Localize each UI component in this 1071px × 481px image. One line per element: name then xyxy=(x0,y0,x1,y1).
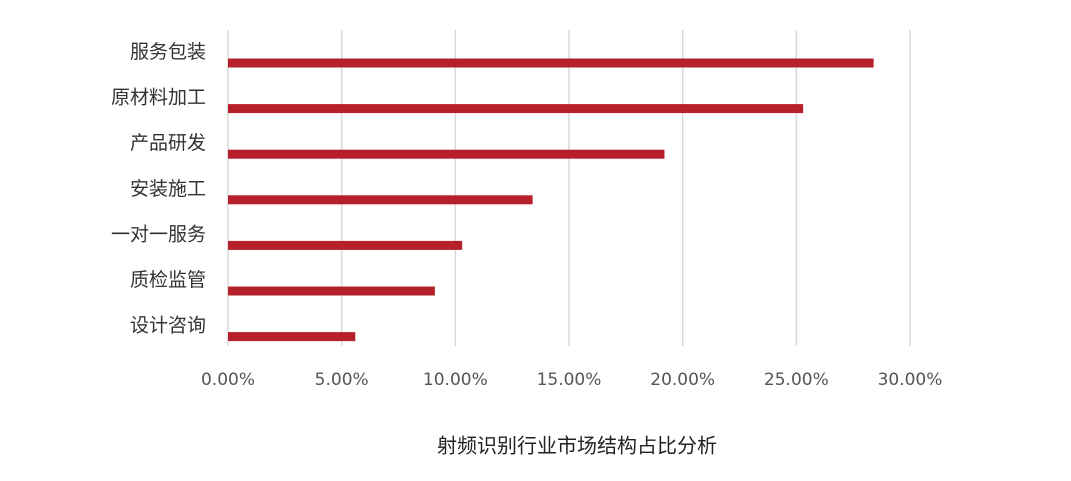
bar xyxy=(228,240,463,250)
y-tick-label: 一对一服务 xyxy=(111,223,206,245)
bar xyxy=(228,149,665,159)
y-tick-label: 安装施工 xyxy=(130,178,206,200)
y-tick-label: 产品研发 xyxy=(130,132,206,154)
bar xyxy=(228,332,356,342)
x-tick-label: 30.00% xyxy=(878,370,943,390)
bar xyxy=(228,286,435,296)
chart-title: 射频识别行业市场结构占比分析 xyxy=(437,434,717,458)
x-tick-label: 0.00% xyxy=(201,370,255,390)
bar xyxy=(228,104,804,114)
x-tick-label: 5.00% xyxy=(315,370,369,390)
y-tick-label: 服务包装 xyxy=(130,41,206,63)
y-tick-label: 质检监管 xyxy=(130,269,206,291)
bar xyxy=(228,58,874,68)
y-tick-label: 原材料加工 xyxy=(111,87,206,109)
x-tick-label: 20.00% xyxy=(650,370,715,390)
bar xyxy=(228,195,533,205)
x-tick-label: 25.00% xyxy=(764,370,829,390)
x-tick-label: 10.00% xyxy=(423,370,488,390)
x-tick-label: 15.00% xyxy=(537,370,602,390)
y-tick-label: 设计咨询 xyxy=(130,315,206,337)
